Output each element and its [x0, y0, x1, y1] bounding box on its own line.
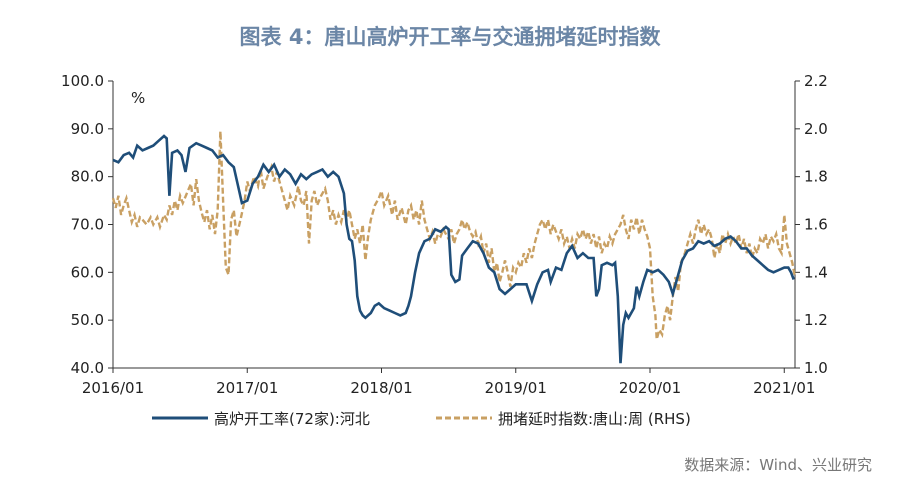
- left-tick-label: 70.0: [71, 216, 104, 234]
- x-tick-label: 2018/01: [350, 379, 412, 397]
- x-tick-label: 2020/01: [619, 379, 681, 397]
- left-tick-label: 50.0: [71, 311, 104, 329]
- left-tick-label: 80.0: [71, 168, 104, 186]
- x-tick-label: 2019/01: [485, 379, 547, 397]
- legend-label-traffic-index: 拥堵延时指数:唐山:周 (RHS): [498, 410, 691, 428]
- right-tick-label: 1.4: [804, 263, 828, 281]
- left-tick-label: 100.0: [61, 72, 104, 90]
- right-tick-label: 2.2: [804, 72, 828, 90]
- x-axis: 2016/01 2017/01 2018/01 2019/01 2020/01 2021/…: [82, 368, 815, 397]
- series-line-blast-furnace: [112, 134, 795, 364]
- source-note: 数据来源：Wind、兴业研究: [684, 456, 872, 474]
- legend-label-blast-furnace: 高炉开工率(72家):河北: [214, 410, 370, 428]
- left-tick-label: 60.0: [71, 263, 104, 281]
- right-tick-label: 1.0: [804, 359, 828, 377]
- x-tick-label: 2017/01: [216, 379, 278, 397]
- left-axis-unit: %: [131, 89, 145, 107]
- x-tick-label: 2021/01: [753, 379, 815, 397]
- left-tick-label: 90.0: [71, 120, 104, 138]
- right-tick-label: 1.6: [804, 216, 828, 234]
- left-tick-label: 40.0: [71, 359, 104, 377]
- legend: 高炉开工率(72家):河北 拥堵延时指数:唐山:周 (RHS): [152, 410, 691, 428]
- left-axis: 100.0 90.0 80.0 70.0 60.0 50.0 40.0: [61, 72, 113, 377]
- right-tick-label: 1.8: [804, 168, 828, 186]
- right-axis: 2.2 2.0 1.8 1.6 1.4 1.2 1.0: [795, 72, 828, 377]
- series-line-traffic-index: [111, 131, 797, 340]
- chart-title: 图表 4：唐山高炉开工率与交通拥堵延时指数: [240, 25, 662, 49]
- x-tick-label: 2016/01: [82, 379, 144, 397]
- right-tick-label: 1.2: [804, 311, 828, 329]
- right-tick-label: 2.0: [804, 120, 828, 138]
